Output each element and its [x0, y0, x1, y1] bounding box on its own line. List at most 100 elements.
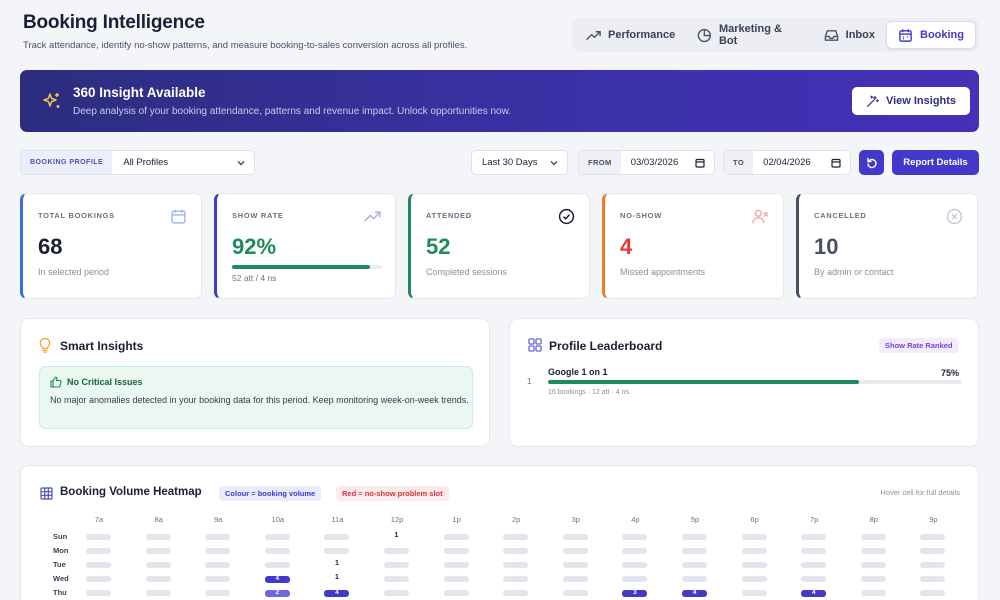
heatmap-cell[interactable] — [145, 590, 171, 596]
heatmap-day-label: Mon — [53, 546, 69, 555]
heatmap-cell[interactable] — [503, 562, 529, 568]
heatmap-cell[interactable] — [920, 576, 946, 582]
heatmap-cell[interactable] — [622, 534, 648, 540]
heatmap-cell[interactable] — [741, 562, 767, 568]
heatmap-cell[interactable] — [145, 548, 171, 554]
heatmap-cell[interactable] — [622, 576, 648, 582]
heatmap-cell[interactable] — [503, 534, 529, 540]
heatmap-cell[interactable] — [741, 548, 767, 554]
heatmap-cell[interactable] — [562, 548, 588, 554]
heatmap-cell[interactable] — [86, 590, 111, 596]
heatmap-cell[interactable] — [801, 576, 827, 582]
heatmap-cell[interactable] — [443, 590, 469, 596]
heatmap-cell[interactable] — [860, 562, 886, 568]
heatmap-cell[interactable] — [682, 562, 707, 568]
to-date-field[interactable]: TO 02/04/2026 — [723, 150, 851, 175]
heatmap-cell[interactable] — [682, 534, 707, 540]
heatmap-cell[interactable] — [562, 562, 588, 568]
heatmap-cell[interactable] — [145, 576, 171, 582]
heatmap-cell[interactable] — [622, 548, 648, 554]
heatmap-cell[interactable] — [682, 548, 707, 554]
heatmap-cell[interactable] — [860, 576, 886, 582]
heatmap-cell[interactable] — [205, 576, 231, 582]
heatmap-cell[interactable] — [562, 576, 588, 582]
heatmap-cell[interactable] — [801, 534, 827, 540]
refresh-button[interactable] — [859, 150, 884, 175]
heatmap-cell[interactable] — [503, 576, 529, 582]
stat-note: Missed appointments — [620, 267, 706, 277]
heatmap-cell[interactable] — [503, 590, 529, 596]
heatmap-cell[interactable] — [264, 534, 290, 540]
heatmap-cell[interactable] — [860, 548, 886, 554]
report-details-button[interactable]: Report Details — [892, 150, 979, 175]
booking-profile-select[interactable]: BOOKING PROFILE All Profiles — [20, 150, 255, 175]
heatmap-cell[interactable] — [622, 562, 648, 568]
heatmap-cell[interactable] — [741, 576, 767, 582]
heatmap-cell[interactable] — [801, 562, 827, 568]
tab-performance[interactable]: Performance — [575, 21, 686, 49]
heatmap-cell[interactable] — [443, 576, 469, 582]
view-insights-button[interactable]: View Insights — [852, 87, 970, 115]
calendar-icon[interactable] — [831, 158, 841, 168]
heatmap-cell[interactable] — [860, 590, 886, 596]
stat-note: By admin or contact — [814, 267, 894, 277]
heatmap-cell[interactable] — [682, 590, 707, 597]
heatmap-cell[interactable] — [264, 548, 290, 554]
heatmap-cell[interactable] — [205, 562, 231, 568]
to-label: TO — [724, 151, 754, 174]
heatmap-cell[interactable] — [205, 548, 231, 554]
page-title: Booking Intelligence — [23, 12, 205, 33]
tab-inbox[interactable]: Inbox — [813, 21, 886, 49]
heatmap-cell[interactable] — [205, 534, 231, 540]
heatmap-cell[interactable] — [920, 534, 946, 540]
from-date-field[interactable]: FROM 03/03/2026 — [578, 150, 715, 175]
tab-booking[interactable]: Booking — [886, 21, 976, 49]
heatmap-cell[interactable] — [682, 576, 707, 582]
heatmap-cell[interactable]: 1 — [394, 532, 399, 539]
heatmap-cell[interactable] — [264, 576, 290, 583]
heatmap-cell[interactable] — [920, 590, 946, 596]
heatmap-cell[interactable] — [741, 534, 767, 540]
heatmap-cell[interactable] — [920, 562, 946, 568]
heatmap-cell[interactable] — [801, 548, 827, 554]
heatmap-cell[interactable] — [801, 590, 827, 597]
heatmap-cell[interactable] — [443, 534, 469, 540]
heatmap-cell[interactable] — [86, 548, 111, 554]
heatmap-cell[interactable] — [443, 562, 469, 568]
heatmap-cell[interactable] — [622, 590, 648, 597]
heatmap-cell[interactable] — [264, 590, 290, 597]
heatmap-cell[interactable] — [324, 548, 350, 554]
heatmap-cell[interactable] — [741, 590, 767, 596]
heatmap-day-label: Sun — [53, 532, 68, 541]
heatmap-hour-label: 7a — [94, 515, 104, 524]
heatmap-cell[interactable] — [384, 562, 409, 568]
heatmap-cell[interactable]: 1 — [334, 560, 339, 567]
stat-value: 4 — [620, 234, 633, 259]
heatmap-cell[interactable]: 1 — [334, 574, 339, 581]
heatmap-cell[interactable] — [443, 548, 469, 554]
date-range-select[interactable]: Last 30 Days — [471, 150, 568, 175]
heatmap-cell[interactable] — [384, 576, 409, 582]
heatmap-cell[interactable] — [562, 534, 588, 540]
calendar-icon[interactable] — [695, 158, 705, 168]
heatmap-cell[interactable] — [86, 562, 111, 568]
heatmap-cell-value: 4 — [692, 589, 697, 596]
date-range-value: Last 30 Days — [482, 157, 538, 168]
heatmap-cell[interactable] — [145, 562, 171, 568]
heatmap-cell[interactable] — [384, 590, 409, 596]
stat-value: 68 — [38, 234, 63, 259]
heatmap-cell[interactable] — [384, 548, 409, 554]
heatmap-cell[interactable] — [145, 534, 171, 540]
heatmap-cell[interactable] — [205, 590, 231, 596]
heatmap-cell[interactable] — [562, 590, 588, 596]
heatmap-cell[interactable] — [86, 576, 111, 582]
heatmap-cell[interactable] — [920, 548, 946, 554]
heatmap-cell[interactable] — [86, 534, 111, 540]
heatmap-cell[interactable] — [324, 534, 350, 540]
heatmap-cell[interactable] — [324, 590, 350, 597]
tab-marketing-bot[interactable]: Marketing & Bot — [686, 21, 812, 49]
show-rate-ranked-badge: Show Rate Ranked — [879, 338, 959, 353]
heatmap-cell[interactable] — [860, 534, 886, 540]
heatmap-cell[interactable] — [264, 562, 290, 568]
heatmap-cell[interactable] — [503, 548, 529, 554]
